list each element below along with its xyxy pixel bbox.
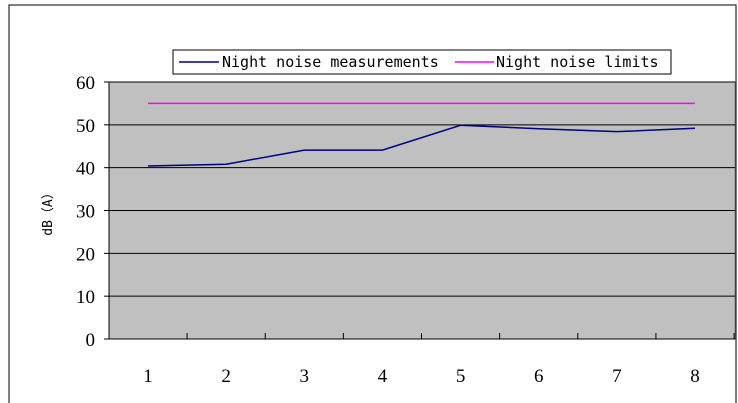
legend: Night noise measurements Night noise lim… bbox=[172, 49, 672, 75]
y-tick-label: 0 bbox=[86, 330, 96, 351]
series-line-measurements bbox=[147, 124, 696, 167]
x-tick-label: 4 bbox=[378, 366, 388, 387]
chart-area-border bbox=[8, 4, 737, 403]
legend-label-measurements: Night noise measurements bbox=[222, 53, 439, 71]
gridlines bbox=[109, 81, 735, 297]
x-tick-label: 2 bbox=[221, 366, 231, 387]
x-tick-label: 8 bbox=[690, 366, 700, 387]
x-tick-label: 1 bbox=[143, 366, 153, 387]
y-axis-title: dB（A） bbox=[41, 186, 56, 235]
y-tick-label: 20 bbox=[76, 244, 95, 265]
y-tick-label: 50 bbox=[76, 116, 95, 137]
x-tick-label: 6 bbox=[534, 366, 544, 387]
x-tick-label: 7 bbox=[612, 366, 622, 387]
legend-box bbox=[172, 49, 672, 75]
x-axis-ticks: 1 2 3 4 5 6 7 8 bbox=[143, 333, 735, 387]
series-layer bbox=[147, 102, 696, 167]
y-tick-label: 10 bbox=[76, 287, 95, 308]
x-tick-label: 3 bbox=[300, 366, 310, 387]
x-tick-label: 5 bbox=[456, 366, 466, 387]
legend-label-limits: Night noise limits bbox=[496, 53, 659, 71]
y-tick-label: 40 bbox=[76, 159, 95, 180]
y-tick-label: 60 bbox=[76, 73, 95, 94]
y-axis-ticks: 0 10 20 30 40 50 60 bbox=[76, 73, 109, 351]
y-tick-label: 30 bbox=[76, 202, 95, 223]
